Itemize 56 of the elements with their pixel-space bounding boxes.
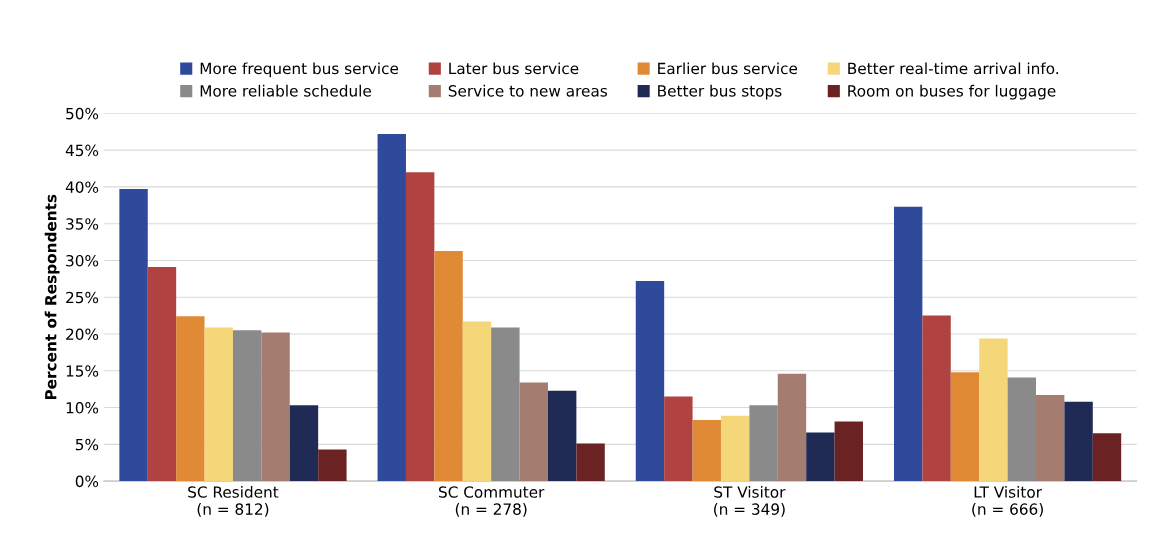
legend-label: Better bus stops — [658, 84, 782, 100]
legend-label: More reliable schedule — [200, 84, 371, 97]
bar — [462, 321, 492, 482]
bar — [893, 206, 923, 482]
x-tick-label: SC Commuter (n = 278) — [439, 486, 545, 517]
bar — [576, 443, 605, 482]
x-tick-label: ST Visitor (n = 349) — [714, 485, 786, 517]
bar — [950, 372, 980, 482]
y-tick-label: 15% — [66, 365, 99, 377]
bar — [922, 315, 951, 482]
y-tick-label: 45% — [65, 144, 99, 157]
bar — [204, 327, 233, 482]
bar — [1064, 401, 1093, 482]
bar — [119, 189, 148, 482]
y-tick-label: 5% — [75, 438, 99, 451]
bar — [635, 281, 665, 482]
y-tick-label: 10% — [66, 402, 99, 414]
bar — [377, 133, 406, 482]
bar — [519, 382, 548, 482]
bar — [261, 332, 290, 482]
y-tick-label: 40% — [65, 181, 99, 193]
legend-label: More frequent bus service — [200, 62, 399, 78]
bar — [176, 316, 205, 482]
y-tick-label: 30% — [66, 254, 99, 267]
legend-label: Earlier bus service — [658, 62, 798, 75]
legend-label: Service to new areas — [448, 84, 608, 97]
bar — [720, 415, 750, 482]
bar — [692, 420, 721, 482]
y-tick-label: 50% — [66, 107, 99, 120]
bar — [1035, 395, 1065, 482]
bar — [289, 405, 319, 482]
y-tick-label: 20% — [66, 328, 99, 341]
bar — [434, 250, 463, 482]
bar — [777, 373, 807, 482]
y-tick-label: 25% — [66, 291, 99, 304]
bar — [749, 405, 778, 482]
bar — [1007, 377, 1036, 482]
legend-label: Better real-time arrival info. — [848, 62, 1059, 75]
y-tick-label: 35% — [66, 218, 99, 230]
bar — [834, 421, 863, 482]
legend-label: Room on buses for luggage — [848, 84, 1056, 100]
bar — [664, 396, 693, 482]
bar — [147, 267, 177, 482]
bar — [232, 330, 262, 482]
bar — [318, 449, 347, 482]
bar — [979, 338, 1008, 482]
legend-label: Later bus service — [449, 62, 579, 75]
bar — [806, 432, 835, 482]
bar — [405, 172, 435, 482]
bar — [491, 327, 520, 482]
x-tick-label: SC Resident (n = 812) — [188, 485, 279, 517]
y-tick-label: 0% — [75, 475, 99, 488]
bar — [547, 390, 577, 482]
y-axis-title: Percent of Respondents — [44, 194, 60, 400]
x-tick-label: LT Visitor (n = 666) — [972, 485, 1043, 517]
bar — [1092, 433, 1122, 482]
